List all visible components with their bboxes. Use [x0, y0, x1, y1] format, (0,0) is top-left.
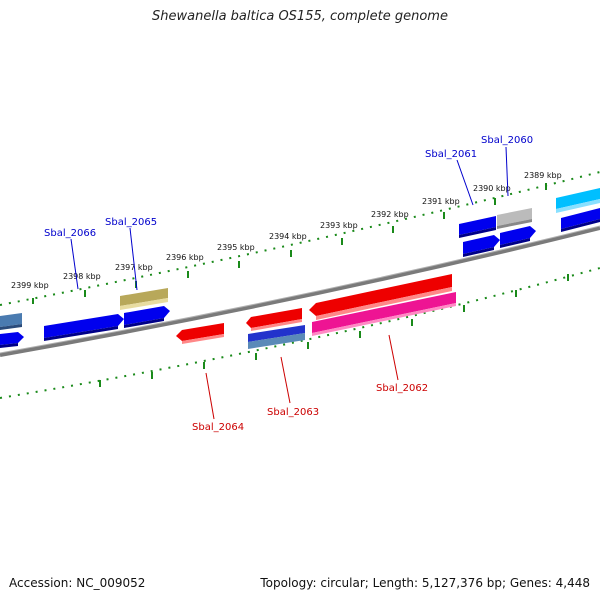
feature-block[interactable]: [463, 235, 500, 257]
gene-label: Sbal_2061: [425, 149, 477, 160]
feature-block[interactable]: [561, 208, 600, 232]
tick-label: 2396 kbp: [166, 253, 204, 262]
feature-block[interactable]: [0, 332, 24, 348]
features: [0, 188, 600, 349]
feature-block[interactable]: [44, 314, 124, 341]
gene-label: Sbal_2062: [376, 383, 428, 394]
feature-block[interactable]: [176, 323, 224, 344]
tick-label: 2395 kbp: [217, 243, 255, 252]
feature-block[interactable]: [124, 306, 170, 328]
tick-label: 2397 kbp: [115, 263, 153, 272]
gene-label: Sbal_2065: [105, 217, 157, 228]
tick-label: 2399 kbp: [11, 281, 49, 290]
tick-labels: 2399 kbp 2398 kbp 2397 kbp 2396 kbp 2395…: [11, 171, 562, 290]
feature-block[interactable]: [0, 313, 22, 330]
feature-block[interactable]: [459, 216, 496, 238]
accession-text: Accession: NC_009052: [9, 576, 146, 590]
gene-label: Sbal_2063: [267, 407, 319, 418]
tick-label: 2392 kbp: [371, 210, 409, 219]
feature-block[interactable]: [246, 308, 302, 331]
feature-block[interactable]: [120, 288, 168, 310]
feature-block[interactable]: [309, 274, 452, 320]
leader-lines: [70, 146, 509, 420]
feature-block[interactable]: [556, 188, 600, 213]
tick-label: 2398 kbp: [63, 272, 101, 281]
tick-label: 2389 kbp: [524, 171, 562, 180]
tick-label: 2390 kbp: [473, 184, 511, 193]
map-title: Shewanella baltica OS155, complete genom…: [152, 9, 448, 24]
feature-block[interactable]: [248, 325, 305, 349]
gene-label: Sbal_2060: [481, 135, 533, 146]
gene-label: Sbal_2066: [44, 228, 96, 239]
gene-label: Sbal_2064: [192, 422, 244, 433]
feature-block[interactable]: [312, 292, 456, 336]
feature-block[interactable]: [497, 208, 532, 229]
feature-block[interactable]: [500, 226, 536, 248]
tick-label: 2393 kbp: [320, 221, 358, 230]
genome-backbone: [0, 226, 600, 357]
gene-labels: Sbal_2066 Sbal_2065 Sbal_2061 Sbal_2060 …: [44, 135, 533, 433]
inner-major-ticks: [99, 274, 569, 387]
inner-tick-ring: [0, 267, 600, 399]
genome-summary-text: Topology: circular; Length: 5,127,376 bp…: [260, 576, 590, 590]
tick-label: 2394 kbp: [269, 232, 307, 241]
outer-major-ticks: [32, 183, 547, 304]
tick-label: 2391 kbp: [422, 197, 460, 206]
